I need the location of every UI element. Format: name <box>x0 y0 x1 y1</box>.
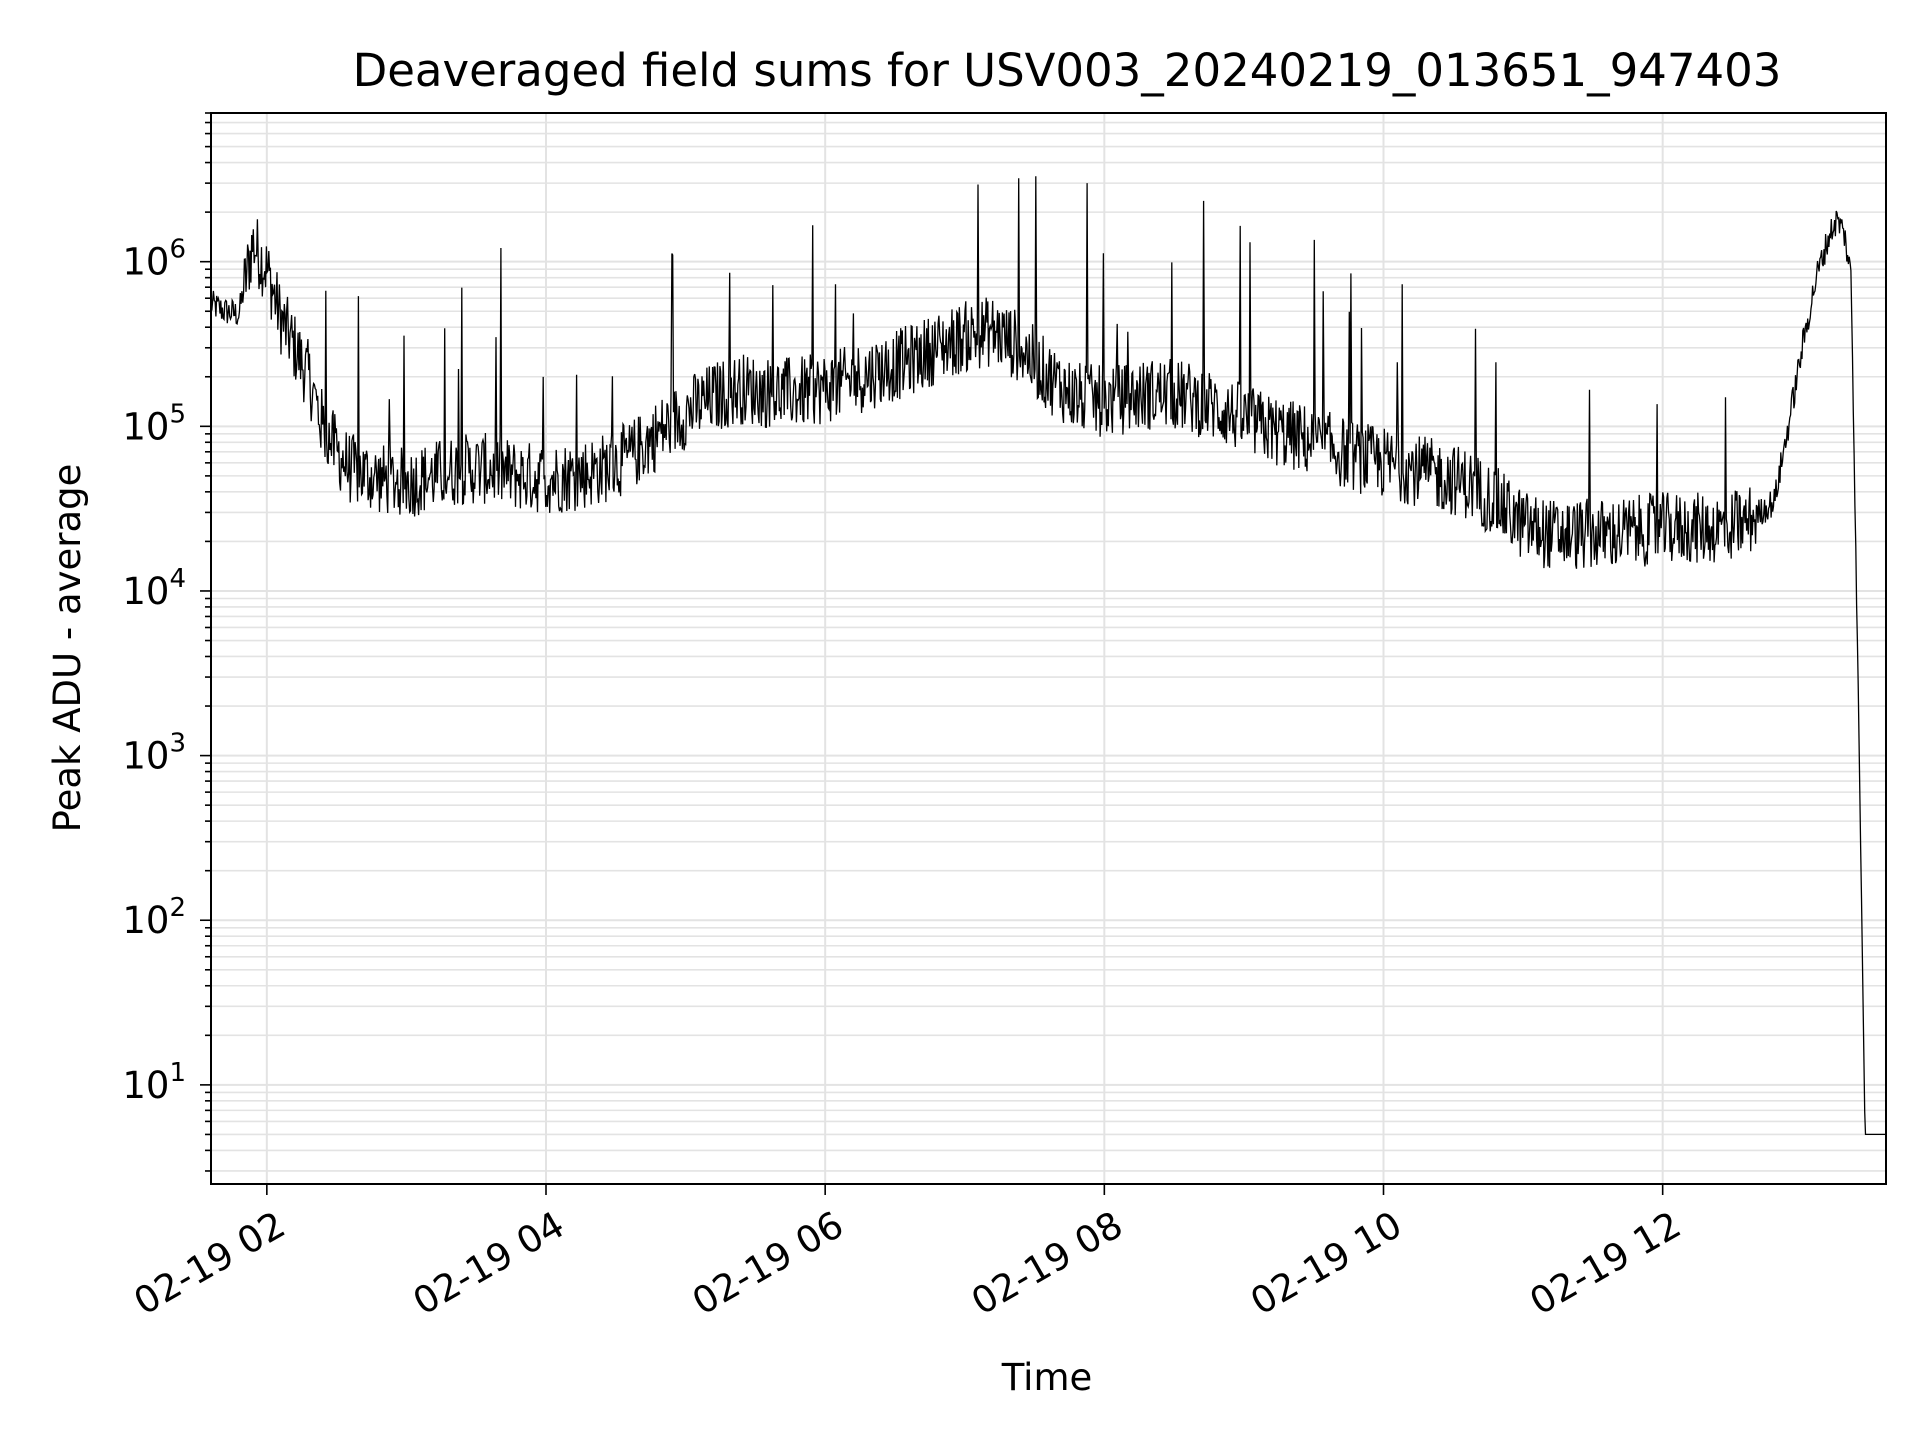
y-tick-label: 101 <box>122 1058 186 1107</box>
chart-title: Deaveraged field sums for USV003_2024021… <box>353 44 1782 97</box>
y-tick-base: 10 <box>122 241 169 284</box>
y-tick-label: 106 <box>122 235 186 284</box>
y-tick-label: 102 <box>122 893 186 942</box>
x-axis-label: Time <box>1001 1356 1093 1399</box>
y-tick-base: 10 <box>122 1064 169 1107</box>
y-tick-base: 10 <box>122 735 169 778</box>
y-tick-exponent: 5 <box>169 399 186 429</box>
y-tick-base: 10 <box>122 405 169 448</box>
y-axis-label: Peak ADU - average <box>46 464 89 833</box>
y-tick-label: 104 <box>122 564 186 613</box>
series-line <box>210 176 1886 1136</box>
y-tick-base: 10 <box>122 899 169 942</box>
y-tick-exponent: 4 <box>169 564 186 594</box>
grid <box>211 112 1886 1184</box>
y-tick-exponent: 6 <box>169 235 186 265</box>
y-tick-exponent: 3 <box>169 729 186 759</box>
y-tick-base: 10 <box>122 570 169 613</box>
y-tick-label: 105 <box>122 399 186 448</box>
y-tick-exponent: 1 <box>169 1058 186 1088</box>
y-tick-exponent: 2 <box>169 893 186 923</box>
plot-frame <box>210 112 1887 1185</box>
series-layer <box>210 176 1886 1136</box>
y-tick-label: 103 <box>122 729 186 778</box>
